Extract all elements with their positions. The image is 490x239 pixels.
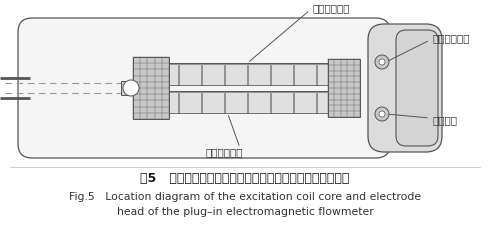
Bar bbox=[155, 63, 340, 85]
Text: 励磁线圈部件: 励磁线圈部件 bbox=[205, 147, 243, 157]
Bar bbox=[155, 64, 178, 85]
Circle shape bbox=[123, 80, 139, 96]
Bar bbox=[121, 81, 133, 95]
Bar bbox=[294, 92, 317, 113]
Bar bbox=[155, 91, 340, 113]
Bar bbox=[248, 64, 270, 85]
FancyBboxPatch shape bbox=[368, 24, 442, 152]
Circle shape bbox=[379, 111, 385, 117]
Text: 端部电极: 端部电极 bbox=[432, 115, 457, 125]
Bar bbox=[271, 64, 293, 85]
Circle shape bbox=[375, 107, 389, 121]
Text: 非金属隔离体: 非金属隔离体 bbox=[432, 33, 469, 43]
Text: 励磁线圈磁芯: 励磁线圈磁芯 bbox=[312, 3, 349, 13]
Bar bbox=[179, 64, 201, 85]
Bar bbox=[179, 92, 201, 113]
Bar bbox=[225, 64, 247, 85]
FancyBboxPatch shape bbox=[396, 30, 438, 146]
Text: 图5   插入式电磁流量计的励磁线圈磁芯与电极头部的位置图: 图5 插入式电磁流量计的励磁线圈磁芯与电极头部的位置图 bbox=[140, 172, 350, 185]
Circle shape bbox=[375, 55, 389, 69]
Bar bbox=[318, 64, 340, 85]
Circle shape bbox=[379, 59, 385, 65]
FancyBboxPatch shape bbox=[18, 18, 390, 158]
Bar bbox=[225, 92, 247, 113]
Bar bbox=[133, 57, 169, 119]
Bar bbox=[202, 92, 224, 113]
Bar bbox=[155, 92, 178, 113]
Bar bbox=[328, 59, 360, 117]
Text: Fig.5   Location diagram of the excitation coil core and electrode: Fig.5 Location diagram of the excitation… bbox=[69, 192, 421, 202]
Bar bbox=[271, 92, 293, 113]
Bar bbox=[294, 64, 317, 85]
Text: head of the plug–in electromagnetic flowmeter: head of the plug–in electromagnetic flow… bbox=[117, 207, 373, 217]
Bar bbox=[202, 64, 224, 85]
Bar bbox=[248, 92, 270, 113]
Bar bbox=[318, 92, 340, 113]
